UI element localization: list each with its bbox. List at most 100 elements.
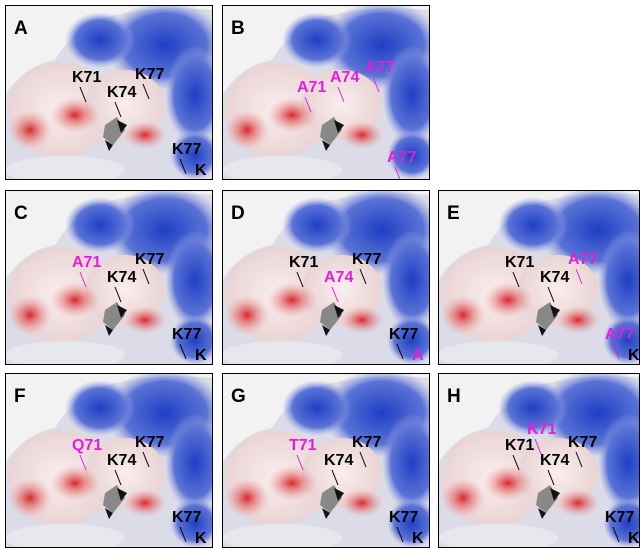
residue-label: A77 xyxy=(365,59,394,76)
leader-line xyxy=(142,268,150,285)
leader-line xyxy=(114,469,122,486)
leader-line xyxy=(179,158,187,175)
leader-line xyxy=(179,526,187,543)
leader-line xyxy=(114,101,122,118)
residue-label: A77 xyxy=(387,149,416,166)
panel-border xyxy=(222,5,430,180)
residue-label: K71 xyxy=(505,437,534,454)
residue-label: K77 xyxy=(389,509,418,526)
residue-label: K71 xyxy=(72,69,101,86)
residue-label: K77 xyxy=(605,509,634,526)
residue-label: K77 xyxy=(135,434,164,451)
residue-label: K77 xyxy=(172,509,201,526)
leader-line xyxy=(575,451,583,468)
leader-line xyxy=(114,286,122,303)
leader-line xyxy=(547,469,555,486)
leader-line xyxy=(534,438,542,455)
residue-label: T71 xyxy=(289,437,317,454)
residue-label: K74 xyxy=(540,269,569,286)
residue-label: K77 xyxy=(135,66,164,83)
residue-label: K71 xyxy=(505,254,534,271)
leader-line xyxy=(296,271,304,288)
panel-letter: C xyxy=(14,203,28,224)
panel-border xyxy=(222,190,430,365)
leader-line xyxy=(79,454,87,471)
panel-letter: F xyxy=(14,386,26,407)
residue-label: K xyxy=(628,347,640,364)
leader-line xyxy=(359,451,367,468)
residue-label: K77 xyxy=(568,434,597,451)
leader-line xyxy=(359,268,367,285)
leader-line xyxy=(612,343,620,360)
residue-label: K77 xyxy=(135,251,164,268)
leader-line xyxy=(142,451,150,468)
leader-line xyxy=(304,96,312,113)
panel-letter: B xyxy=(231,18,245,39)
residue-label: K74 xyxy=(107,269,136,286)
residue-label: K77 xyxy=(352,251,381,268)
residue-label: K77 xyxy=(352,434,381,451)
residue-label: K71 xyxy=(527,421,556,438)
leader-line xyxy=(79,86,87,103)
panel-letter: H xyxy=(447,386,461,407)
panel-letter: G xyxy=(231,386,246,407)
residue-label: K xyxy=(195,162,207,179)
residue-label: A71 xyxy=(72,254,101,271)
leader-line xyxy=(79,271,87,288)
residue-label: A74 xyxy=(330,69,359,86)
panel-border xyxy=(5,190,213,365)
leader-line xyxy=(612,526,620,543)
residue-label: A71 xyxy=(297,79,326,96)
leader-line xyxy=(575,268,583,285)
leader-line xyxy=(396,526,404,543)
leader-line xyxy=(337,86,345,103)
residue-label: K77 xyxy=(172,326,201,343)
residue-label: K xyxy=(628,530,640,547)
residue-label: K74 xyxy=(107,452,136,469)
leader-line xyxy=(331,469,339,486)
panel-letter: A xyxy=(14,18,28,39)
residue-label: K xyxy=(195,530,207,547)
residue-label: K xyxy=(195,347,207,364)
leader-line xyxy=(396,343,404,360)
panel-border xyxy=(5,5,213,180)
leader-line xyxy=(331,286,339,303)
leader-line xyxy=(512,454,520,471)
leader-line xyxy=(512,271,520,288)
residue-label: A77 xyxy=(605,326,634,343)
leader-line xyxy=(296,454,304,471)
leader-line xyxy=(179,343,187,360)
residue-label: A74 xyxy=(324,269,353,286)
leader-line xyxy=(547,286,555,303)
panel-letter: E xyxy=(447,203,460,224)
residue-label: K77 xyxy=(389,326,418,343)
residue-label: A xyxy=(412,347,424,364)
residue-label: A77 xyxy=(568,251,597,268)
residue-label: K71 xyxy=(289,254,318,271)
residue-label: K77 xyxy=(172,141,201,158)
panel-letter: D xyxy=(231,203,245,224)
residue-label: K74 xyxy=(107,84,136,101)
residue-label: K xyxy=(412,530,424,547)
residue-label: K74 xyxy=(324,452,353,469)
residue-label: K74 xyxy=(540,452,569,469)
residue-label: Q71 xyxy=(72,437,102,454)
leader-line xyxy=(372,76,380,93)
